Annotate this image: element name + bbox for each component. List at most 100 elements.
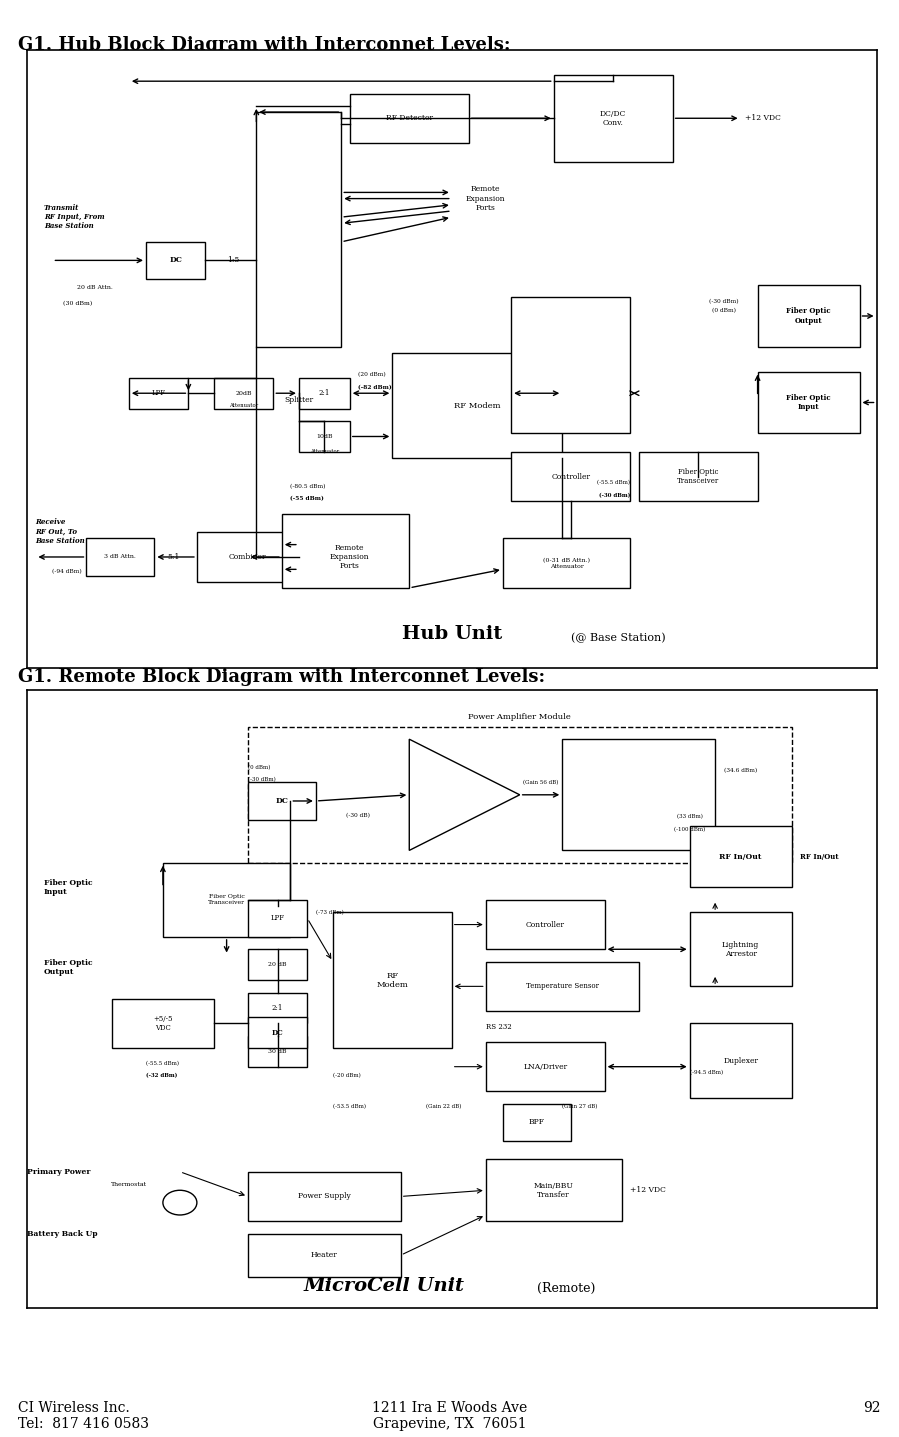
Bar — [333, 912, 451, 1048]
Text: (0 dBm): (0 dBm) — [712, 308, 735, 313]
Text: (30 dBm): (30 dBm) — [63, 300, 93, 306]
Text: Primary Power: Primary Power — [27, 1168, 91, 1175]
Text: Fiber Optic
Output: Fiber Optic Output — [44, 960, 93, 976]
Bar — [197, 532, 298, 582]
Text: RF Modem: RF Modem — [454, 401, 501, 410]
Text: RF In/Out: RF In/Out — [719, 852, 761, 861]
Bar — [690, 1023, 791, 1098]
Bar — [562, 739, 715, 851]
Bar — [248, 993, 307, 1023]
Text: Attenuator: Attenuator — [229, 402, 258, 408]
Text: Splitter: Splitter — [284, 397, 314, 404]
Text: Fiber Optic
Transceiver: Fiber Optic Transceiver — [208, 894, 245, 905]
Text: DC: DC — [169, 256, 182, 264]
Text: Fiber Optic
Input: Fiber Optic Input — [787, 394, 831, 411]
Text: DC: DC — [271, 1029, 283, 1036]
Text: 2:1: 2:1 — [271, 1004, 283, 1012]
Text: (-100 dBm): (-100 dBm) — [674, 826, 705, 832]
Bar — [298, 421, 350, 451]
Bar — [248, 1017, 307, 1048]
Text: Receive
RF Out, To
Base Station: Receive RF Out, To Base Station — [35, 519, 85, 545]
Text: G1. Remote Block Diagram with Interconnet Levels:: G1. Remote Block Diagram with Interconne… — [18, 668, 545, 687]
Text: +5/-5
VDC: +5/-5 VDC — [153, 1015, 173, 1032]
Text: Thermostat: Thermostat — [111, 1181, 147, 1187]
Text: RF
Modem: RF Modem — [377, 971, 408, 989]
Text: (-30 dBm): (-30 dBm) — [708, 299, 738, 303]
Bar — [86, 539, 155, 575]
Text: +12 VDC: +12 VDC — [745, 115, 780, 122]
Text: (0-31 dB Attn.)
Attenuator: (0-31 dB Attn.) Attenuator — [543, 558, 590, 569]
Bar — [392, 354, 562, 458]
Text: (0 dBm): (0 dBm) — [248, 764, 271, 770]
Bar — [512, 297, 630, 434]
Text: (-82 dBm): (-82 dBm) — [359, 385, 392, 389]
Text: RS 232: RS 232 — [485, 1023, 512, 1032]
Bar — [554, 75, 672, 161]
Bar — [690, 912, 791, 986]
Bar — [512, 451, 630, 502]
Bar — [163, 862, 290, 937]
Text: (-30 dBm): (-30 dBm) — [248, 777, 276, 782]
Text: DC: DC — [275, 798, 289, 805]
Bar — [282, 513, 409, 588]
Text: LNA/Driver: LNA/Driver — [523, 1063, 567, 1071]
Bar — [146, 241, 205, 279]
Text: (-55.5 dBm): (-55.5 dBm) — [597, 480, 630, 486]
Bar — [248, 1171, 401, 1221]
Bar — [214, 378, 273, 408]
Text: Hub Unit: Hub Unit — [402, 625, 502, 644]
Text: 2:1: 2:1 — [318, 389, 330, 397]
Text: (@ Base Station): (@ Base Station) — [571, 634, 665, 644]
Text: DC/DC
Conv.: DC/DC Conv. — [600, 109, 627, 126]
Text: (-73 dBm): (-73 dBm) — [316, 910, 343, 915]
Text: Battery Back Up: Battery Back Up — [27, 1230, 97, 1237]
Text: Main/BBU
Transfer: Main/BBU Transfer — [534, 1181, 574, 1198]
Bar — [758, 285, 859, 346]
Text: (Gain 27 dB): (Gain 27 dB) — [562, 1104, 598, 1109]
Text: LPF: LPF — [271, 914, 285, 923]
Text: (-80.5 dBm): (-80.5 dBm) — [290, 484, 325, 489]
Text: Controller: Controller — [551, 473, 590, 480]
Bar — [485, 1042, 605, 1092]
Bar — [485, 1160, 622, 1221]
Text: Lightning
Arrestor: Lightning Arrestor — [722, 941, 760, 958]
Text: (-20 dBm): (-20 dBm) — [333, 1073, 360, 1078]
Bar — [248, 1233, 401, 1277]
Text: 10dB: 10dB — [316, 434, 333, 438]
Text: 30 dB: 30 dB — [268, 1049, 287, 1053]
Bar — [485, 900, 605, 950]
Bar — [248, 950, 307, 980]
Text: (34.6 dBm): (34.6 dBm) — [724, 767, 757, 773]
Text: +12 VDC: +12 VDC — [630, 1187, 666, 1194]
Bar — [111, 999, 214, 1048]
Text: Heater: Heater — [311, 1252, 338, 1259]
Text: RF Detector: RF Detector — [386, 115, 432, 122]
Bar — [129, 378, 189, 408]
Text: (-53.5 dBm): (-53.5 dBm) — [333, 1104, 366, 1109]
Text: Fiber Optic
Transceiver: Fiber Optic Transceiver — [677, 468, 719, 486]
Bar — [690, 826, 791, 888]
Text: Combiner: Combiner — [229, 553, 267, 560]
Text: RF In/Out: RF In/Out — [800, 852, 839, 861]
Text: 5:1: 5:1 — [167, 553, 180, 560]
Text: (-55.5 dBm): (-55.5 dBm) — [146, 1061, 179, 1066]
Bar — [298, 378, 350, 408]
Text: (-94 dBm): (-94 dBm) — [52, 569, 82, 575]
Text: (20 dBm): (20 dBm) — [359, 372, 386, 378]
Bar — [248, 727, 791, 862]
Text: Power Supply: Power Supply — [298, 1193, 351, 1200]
Text: (-55 dBm): (-55 dBm) — [290, 496, 325, 502]
Text: 20 dB: 20 dB — [268, 963, 287, 967]
Bar — [248, 1036, 307, 1066]
Text: (-30 dB): (-30 dB) — [346, 813, 370, 819]
Bar — [256, 112, 342, 346]
Text: (Gain 22 dB): (Gain 22 dB) — [426, 1104, 461, 1109]
Text: 1:5: 1:5 — [227, 256, 239, 264]
Text: 92: 92 — [864, 1401, 881, 1415]
Text: Fiber Optic
Input: Fiber Optic Input — [44, 879, 93, 897]
Bar — [350, 93, 468, 142]
Text: CI Wireless Inc.
Tel:  817 416 0583: CI Wireless Inc. Tel: 817 416 0583 — [18, 1401, 149, 1431]
Bar — [485, 961, 638, 1012]
Bar — [638, 451, 758, 502]
Text: Remote
Expansion
Ports: Remote Expansion Ports — [466, 185, 505, 211]
